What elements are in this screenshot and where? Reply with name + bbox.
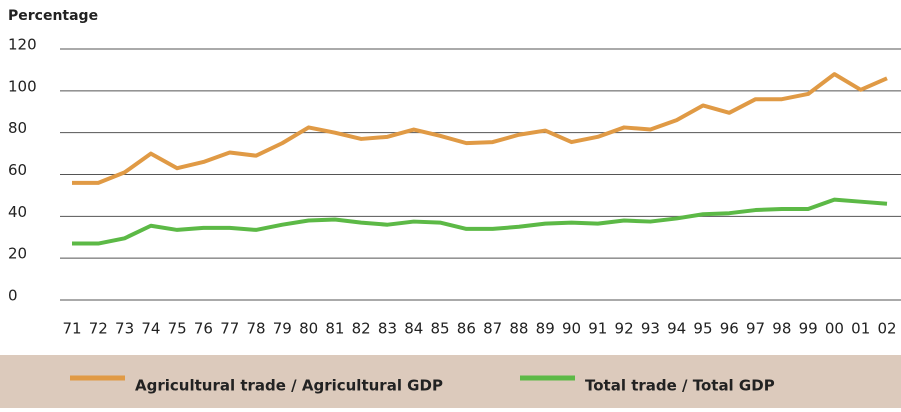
x-tick-label: 02 — [877, 320, 896, 338]
x-tick-label: 81 — [325, 320, 344, 338]
y-axis-label: Percentage — [8, 8, 98, 24]
y-tick-label: 100 — [8, 77, 37, 95]
x-tick-label: 92 — [615, 320, 634, 338]
x-tick-label: 72 — [89, 320, 108, 338]
x-tick-label: 87 — [483, 320, 502, 338]
legend-box — [0, 355, 901, 408]
x-tick-label: 85 — [431, 320, 450, 338]
legend-label: Agricultural trade / Agricultural GDP — [135, 377, 443, 395]
x-tick-label: 90 — [562, 320, 581, 338]
x-tick-label: 82 — [352, 320, 371, 338]
y-tick-label: 120 — [8, 36, 37, 54]
x-tick-label: 80 — [299, 320, 318, 338]
x-tick-label: 75 — [168, 320, 187, 338]
x-tick-label: 01 — [851, 320, 870, 338]
x-tick-label: 86 — [457, 320, 476, 338]
line-series — [72, 197, 888, 246]
y-tick-label: 0 — [8, 287, 18, 305]
x-tick-label: 78 — [246, 320, 265, 338]
x-tick-label: 00 — [825, 320, 844, 338]
x-tick-label: 96 — [720, 320, 739, 338]
x-tick-label: 74 — [141, 320, 160, 338]
x-tick-label: 94 — [667, 320, 686, 338]
y-tick-label: 20 — [8, 245, 27, 263]
x-tick-label: 76 — [194, 320, 213, 338]
x-tick-label: 97 — [746, 320, 765, 338]
x-tick-label: 73 — [115, 320, 134, 338]
x-tick-label: 77 — [220, 320, 239, 338]
x-tick-label: 79 — [273, 320, 292, 338]
x-tick-label: 99 — [799, 320, 818, 338]
legend-label: Total trade / Total GDP — [585, 377, 775, 395]
x-tick-label: 88 — [509, 320, 528, 338]
x-tick-label: 83 — [378, 320, 397, 338]
x-tick-label: 89 — [536, 320, 555, 338]
line-series — [72, 72, 888, 185]
x-tick-label: 91 — [588, 320, 607, 338]
x-tick-label: 93 — [641, 320, 660, 338]
x-tick-label: 84 — [404, 320, 423, 338]
y-tick-label: 80 — [8, 119, 27, 137]
x-tick-label: 71 — [62, 320, 81, 338]
x-tick-label: 95 — [693, 320, 712, 338]
x-tick-label: 98 — [772, 320, 791, 338]
y-tick-label: 60 — [8, 161, 27, 179]
y-tick-label: 40 — [8, 203, 27, 221]
